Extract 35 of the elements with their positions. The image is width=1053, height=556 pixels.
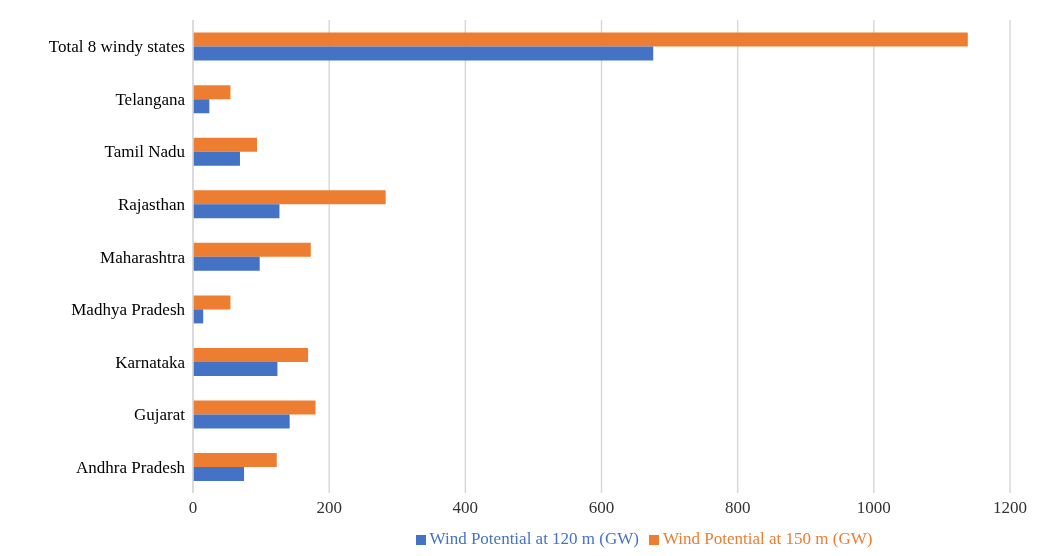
legend-label: Wind Potential at 120 m (GW): [429, 529, 639, 548]
x-tick-label: 200: [316, 498, 342, 518]
y-tick-label: Maharashtra: [100, 247, 186, 267]
bar: [193, 347, 309, 362]
bar: [193, 295, 231, 310]
y-tick-label: Telangana: [115, 89, 186, 109]
bar: [193, 414, 290, 429]
bar: [193, 46, 654, 61]
y-tick-label: Madhya Pradesh: [71, 300, 186, 320]
bar: [193, 99, 210, 114]
x-tick-label: 600: [588, 498, 615, 518]
bar: [193, 204, 280, 219]
x-tick-label: 400: [452, 498, 479, 518]
bar: [193, 137, 257, 152]
legend-label: Wind Potential at 150 m (GW): [663, 529, 873, 548]
y-tick-label: Total 8 windy states: [48, 37, 185, 57]
x-tick-label: 1000: [856, 498, 891, 518]
bar: [193, 190, 386, 205]
y-tick-label: Rajasthan: [117, 194, 186, 214]
y-tick-label: Tamil Nadu: [104, 142, 186, 162]
bar: [193, 400, 316, 415]
x-tick-label: 0: [188, 498, 198, 518]
bar: [193, 361, 278, 376]
x-tick-label: 800: [724, 498, 751, 518]
bar: [193, 151, 240, 166]
x-tick-label: 1200: [993, 498, 1027, 518]
bar: [193, 32, 968, 47]
y-tick-label: Gujarat: [134, 405, 186, 425]
bar: [193, 256, 260, 271]
bar: [193, 242, 311, 257]
bar: [193, 453, 277, 468]
bar: [193, 85, 231, 100]
y-tick-label: Karnataka: [115, 352, 186, 372]
bar: [193, 467, 245, 482]
y-tick-label: Andhra Pradesh: [75, 457, 186, 477]
